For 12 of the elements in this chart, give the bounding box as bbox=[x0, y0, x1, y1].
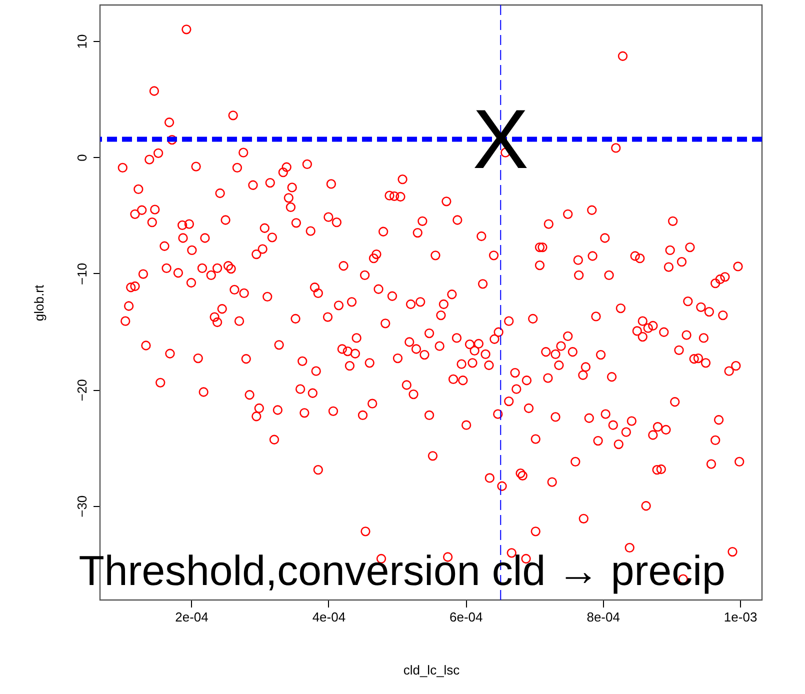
x-tick-label: 8e-04 bbox=[586, 610, 620, 624]
y-tick-label: −30 bbox=[74, 495, 90, 518]
x-tick-label: 1e-03 bbox=[724, 610, 758, 624]
y-tick-label: 10 bbox=[74, 34, 90, 49]
x-tick-label: 2e-04 bbox=[175, 610, 208, 624]
x-tick-label: 6e-04 bbox=[450, 610, 483, 624]
y-tick-label: −20 bbox=[74, 379, 90, 402]
y-tick-label: −10 bbox=[74, 262, 90, 285]
y-axis-title: glob.rt bbox=[32, 284, 46, 322]
x-tick-label: 4e-04 bbox=[312, 610, 346, 624]
y-tick-label: 0 bbox=[74, 154, 90, 162]
x-axis-title: cld_lc_lsc bbox=[403, 662, 460, 678]
